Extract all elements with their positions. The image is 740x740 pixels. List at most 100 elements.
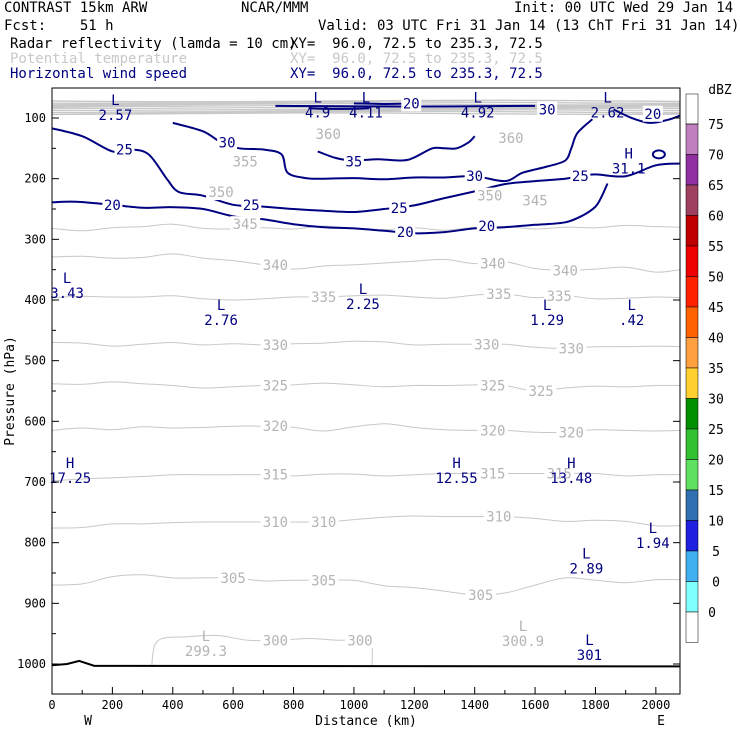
isentrope-upper [52,109,680,112]
theta-label-bg [260,336,291,353]
wind-label-bg [217,134,238,151]
extremum-kind: L [585,633,593,649]
wind-label: 20 [104,198,121,214]
colorbar-swatch-blank [685,611,699,643]
theta-label-bg [483,285,514,302]
extremum-kind: L [111,93,119,109]
theta-label: 340 [263,258,288,274]
theta-label-bg [260,377,291,394]
plot-background [52,88,680,694]
y-tick-label: 700 [24,475,46,489]
theta-label-bg [260,466,291,483]
theta-label: 310 [486,510,511,526]
colorbar-label: 30 [708,393,724,408]
theta-label-bg [544,465,575,482]
wind-label: 25 [243,198,260,214]
extremum-kind: L [627,298,635,314]
isentrope-340 [52,253,680,273]
theta-label-bg [465,586,496,603]
theta-label-bg [520,192,551,209]
wind-label: 25 [116,143,133,159]
axes: 100 200 300 400 500 600 700 800 900 1000 0 200 400 60… [3,87,681,729]
theta-label: 320 [263,419,288,435]
x-tick-label: 600 [222,698,244,712]
theta-label: 315 [263,468,288,484]
isentrope-upper [52,101,680,104]
theta-label: 330 [559,342,584,358]
extremum-value: 2.62 [591,106,625,122]
isentrope-310 [52,515,680,529]
colorbar-swatch [685,306,699,338]
y-tick-label: 1000 [17,657,46,671]
field-reflectivity: Radar reflectivity (lamda = 10 cm) [10,36,297,52]
theta-label-bg [556,340,587,357]
colorbar-label: 60 [708,210,724,225]
model-title: CONTRAST 15km ARW [4,0,148,16]
theta-label-bg [344,632,375,649]
theta-label-bg [477,465,508,482]
field-theta-xy: XY= 96.0, 72.5 to 235.3, 72.5 [290,51,543,67]
wind-label: 25 [391,201,408,217]
theta-label-bg [230,153,261,170]
theta-label: 300 [347,633,372,649]
colorbar-label: 50 [708,271,724,286]
theta-label: 325 [480,379,505,395]
wind-label: 20 [397,225,414,241]
theta-label-bg [474,187,505,204]
wind-label: 30 [539,103,556,119]
wind-label-bg [389,199,410,216]
theta-label-bg [556,424,587,441]
wind-label: 30 [466,169,483,185]
theta-label: 340 [553,263,578,279]
theta-label-bg [206,184,237,201]
colorbar-label: 20 [708,454,724,469]
extremum-value: 17.25 [49,471,91,487]
theta-label: 335 [486,287,511,303]
theta-label: 305 [311,573,336,589]
plot-area [52,88,680,694]
extremum-value: 4.11 [349,106,383,122]
colorbar-swatch [685,215,699,247]
extremum-value: 4.92 [461,106,495,122]
wind-label-bg [464,168,485,185]
forecast-hour: Fcst: 51 h [4,18,114,34]
theta-label: 315 [480,467,505,483]
colorbar-swatch [685,154,699,186]
theta-label: 345 [233,217,258,233]
isentrope-upper [52,110,680,114]
y-tick-label: 300 [24,232,46,246]
extremum-kind: H [567,456,575,472]
y-tick-label: 500 [24,354,46,368]
theta-label: 335 [311,290,336,306]
theta-label-bg [477,377,508,394]
wind-label: 25 [572,169,589,185]
theta-label-bg [308,572,339,589]
theta-label-bg [483,508,514,525]
colorbar-label: 10 [708,515,724,530]
jet-core-contour [308,107,370,110]
theta-label: 305 [221,571,246,587]
x-tick-label: 0 [48,698,55,712]
colorbar-swatch [685,489,699,521]
theta-label-bg [260,514,291,531]
x-tick-label: 1600 [521,698,550,712]
colorbar-swatch [685,276,699,308]
theta-label: 350 [208,185,233,201]
theta-label: 360 [498,131,523,147]
colorbar-unit: dBZ [708,83,732,98]
colorbar-swatch [685,245,699,277]
extremum-kind: L [202,629,210,645]
extremum-kind: L [473,91,481,107]
y-tick-label: 100 [24,111,46,125]
theta-label-bg [495,130,526,147]
wind-label-bg [395,224,416,241]
colorbar-swatch [685,337,699,369]
colorbar-label: 15 [708,484,724,499]
y-tick-label: 800 [24,536,46,550]
wind-label-bg [114,141,135,158]
extremum-value: .42 [619,313,644,329]
colorbar-label: 70 [708,149,724,164]
